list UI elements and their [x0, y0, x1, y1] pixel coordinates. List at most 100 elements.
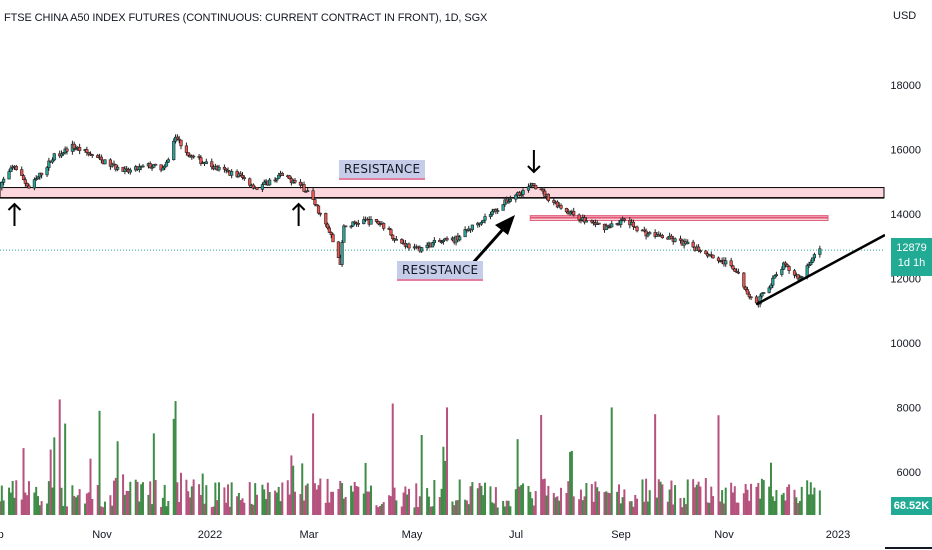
time-axis[interactable]: Sep Nov 2022 Mar May Jul Sep Nov 2023	[0, 529, 850, 541]
volume-bar	[514, 489, 517, 515]
candle	[177, 138, 181, 141]
resistance-zone	[0, 187, 885, 199]
candle	[116, 166, 120, 170]
volume-bar	[695, 484, 698, 515]
volume-bar	[438, 497, 441, 515]
volume-bar	[632, 506, 635, 515]
candle	[541, 189, 545, 192]
volume-bar	[590, 484, 593, 515]
volume-bar	[0, 501, 1, 515]
volume-bar	[27, 481, 30, 515]
candle	[369, 219, 373, 225]
candle	[331, 234, 335, 243]
candle	[528, 185, 532, 188]
volume-bar	[250, 503, 253, 515]
volume-bar	[440, 488, 443, 515]
candle	[128, 169, 132, 173]
candle	[262, 181, 266, 185]
candle	[771, 277, 775, 286]
x-tick-label: Nov	[714, 529, 734, 541]
volume-bar	[581, 500, 584, 515]
volume-bar	[89, 458, 92, 515]
volume-bar	[453, 505, 456, 515]
volume-bar	[75, 497, 78, 515]
volume-bar	[129, 481, 132, 515]
candle	[812, 254, 817, 259]
volume-bar	[377, 507, 380, 515]
volume-bar	[721, 490, 724, 515]
volume-bar	[583, 496, 586, 515]
candle	[559, 205, 563, 209]
candle	[619, 220, 623, 225]
candle	[78, 147, 82, 151]
candle	[50, 159, 55, 163]
candle	[432, 240, 436, 243]
volume-bar	[786, 486, 789, 515]
volume-bar	[800, 486, 803, 515]
volume-bar	[516, 439, 519, 515]
candle	[439, 241, 444, 244]
volume-bar	[762, 480, 765, 515]
volume-bar	[493, 503, 496, 515]
volume-bar	[759, 498, 762, 515]
volume-bar	[339, 480, 342, 515]
candle	[313, 199, 317, 205]
volume-bar	[496, 507, 499, 515]
volume-bar	[489, 486, 492, 515]
volume-bar	[464, 499, 467, 515]
candle	[782, 262, 786, 270]
candle	[762, 292, 766, 294]
volume-bar	[670, 480, 673, 515]
candle	[673, 238, 677, 242]
candle	[226, 170, 230, 172]
volume-bar	[532, 505, 535, 515]
volume-bar	[362, 493, 365, 515]
resistance-label-bottom[interactable]: RESISTANCE	[397, 261, 484, 281]
candle	[716, 257, 721, 262]
volume-bar	[176, 482, 179, 515]
candle	[734, 270, 739, 273]
volume-bar	[813, 487, 816, 515]
volume-bar	[136, 481, 139, 515]
volume-bar	[389, 496, 392, 515]
volume-bar	[49, 449, 52, 515]
candle	[306, 190, 310, 193]
volume-bar	[342, 498, 345, 515]
volume-bar	[742, 493, 745, 515]
candle	[407, 243, 411, 249]
candle	[773, 275, 777, 279]
volume-bar	[391, 403, 394, 515]
volume-bar	[71, 485, 74, 515]
currency-label: USD	[893, 10, 917, 22]
volume-bar	[306, 483, 309, 515]
candle	[353, 221, 357, 224]
candle	[564, 207, 569, 213]
candle	[251, 184, 255, 189]
candle	[733, 268, 737, 272]
volume-bar	[674, 485, 677, 515]
candle	[74, 148, 78, 150]
candle	[774, 274, 779, 277]
volume-bar	[299, 494, 302, 515]
volume-bar	[351, 491, 354, 515]
resistance-label-top[interactable]: RESISTANCE	[339, 160, 426, 180]
volume-bar	[592, 501, 595, 515]
volume-bar	[243, 502, 246, 515]
candle	[519, 194, 523, 196]
volume-bar	[223, 487, 226, 515]
volume-bar	[806, 480, 809, 515]
volume-bar	[643, 501, 646, 515]
x-tick-label: May	[402, 529, 423, 541]
candle	[445, 238, 449, 241]
volume-bar	[750, 483, 753, 515]
volume-bar	[552, 493, 555, 515]
candle	[391, 234, 395, 239]
candle	[758, 295, 762, 305]
y-tick-label: 6000	[897, 467, 921, 479]
volume-bar	[569, 451, 572, 515]
volume-bar	[22, 448, 25, 515]
volume-bar	[444, 460, 447, 515]
candle	[796, 274, 800, 280]
volume-bar	[85, 493, 88, 515]
